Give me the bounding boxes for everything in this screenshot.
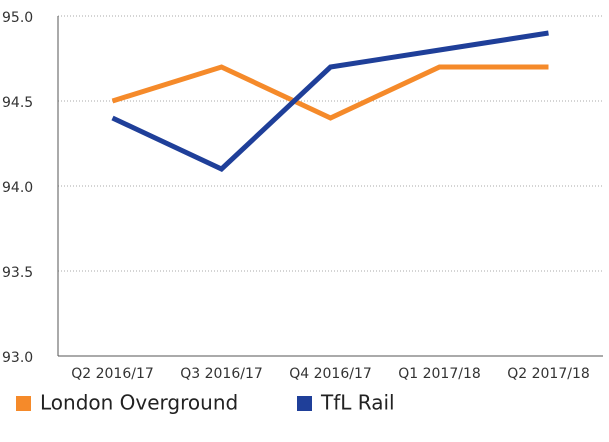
y-tick-label: 94.5 xyxy=(2,95,33,111)
series-line xyxy=(111,64,549,121)
legend-swatch xyxy=(297,396,312,411)
x-tick-label: Q1 2017/18 xyxy=(398,366,481,382)
y-tick-label: 93.0 xyxy=(2,350,33,366)
y-tick-label: 95.0 xyxy=(2,10,33,26)
legend-text: TfL Rail xyxy=(320,391,395,415)
legend-text: London Overground xyxy=(40,391,238,415)
x-tick-label: Q3 2016/17 xyxy=(180,366,263,382)
x-tick-label: Q2 2017/18 xyxy=(507,366,590,382)
x-tick-label: Q4 2016/17 xyxy=(289,366,372,382)
y-tick-label: 93.5 xyxy=(2,265,33,281)
legend-swatch xyxy=(16,396,31,411)
y-tick-label: 94.0 xyxy=(2,180,33,196)
series-line xyxy=(111,30,549,172)
x-tick-label: Q2 2016/17 xyxy=(71,366,154,382)
